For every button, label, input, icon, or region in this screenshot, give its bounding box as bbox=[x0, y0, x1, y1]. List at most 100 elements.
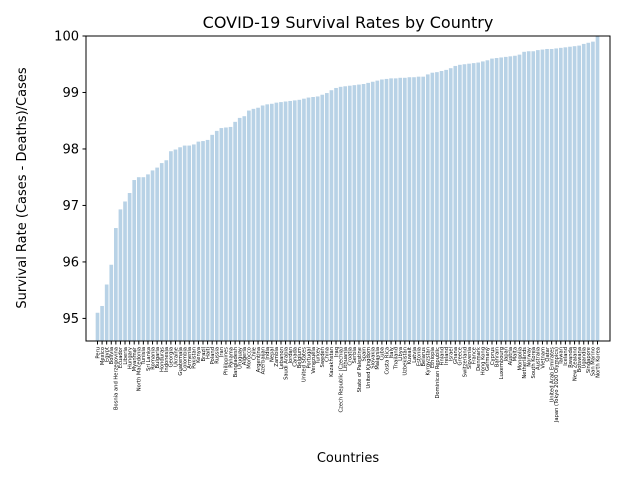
x-tick-label: United Arab Emirates bbox=[549, 347, 555, 403]
x-tick-label: Mongolia bbox=[517, 347, 523, 370]
bar bbox=[398, 77, 403, 342]
x-tick-label: Argentina bbox=[256, 347, 262, 372]
x-tick-label: Hungary bbox=[127, 347, 133, 369]
x-tick-label: Nepal bbox=[270, 347, 276, 362]
bar bbox=[118, 209, 123, 341]
x-tick-label: Ukraine bbox=[173, 347, 179, 367]
bar bbox=[366, 82, 370, 341]
x-tick-label: Estonia bbox=[416, 347, 422, 366]
x-tick-label: Romania bbox=[150, 347, 156, 370]
x-tick-label: Slovenia bbox=[467, 347, 473, 369]
bar bbox=[471, 63, 476, 342]
x-tick-label: Egypt bbox=[104, 347, 110, 362]
bar bbox=[178, 147, 182, 341]
x-tick-label: San Marino bbox=[591, 347, 597, 376]
bar bbox=[283, 101, 288, 342]
bar bbox=[517, 54, 522, 341]
bar bbox=[269, 103, 274, 341]
bar bbox=[343, 86, 348, 342]
x-tick-label: Saudi Arabia bbox=[283, 347, 289, 380]
bar bbox=[334, 87, 338, 342]
x-tick-label: Algeria bbox=[242, 347, 248, 365]
bar bbox=[141, 177, 146, 341]
bar bbox=[210, 134, 215, 341]
x-tick-label: Australia bbox=[536, 347, 542, 370]
bar bbox=[306, 97, 311, 341]
bar bbox=[123, 201, 127, 341]
x-tick-label: Austria bbox=[508, 347, 514, 365]
bar bbox=[237, 117, 242, 342]
bar bbox=[485, 60, 490, 341]
bar bbox=[370, 81, 375, 341]
y-tick-label: 100 bbox=[54, 30, 79, 45]
bar bbox=[508, 56, 513, 341]
x-tick-label: Luxembourg bbox=[499, 347, 505, 379]
x-tick-label: Dominican Republic bbox=[435, 347, 441, 399]
bar bbox=[325, 93, 329, 341]
bar bbox=[169, 151, 173, 341]
bar bbox=[568, 46, 572, 341]
x-tick-label: Malaysia bbox=[375, 347, 381, 370]
bar bbox=[522, 51, 526, 342]
x-tick-label: Germany bbox=[485, 347, 491, 371]
plot-frame bbox=[85, 35, 611, 342]
bar bbox=[329, 90, 334, 341]
bar bbox=[159, 163, 164, 341]
x-tick-label: Libya bbox=[398, 347, 404, 361]
bar bbox=[412, 77, 416, 341]
bar bbox=[357, 84, 361, 341]
bar bbox=[338, 86, 343, 341]
x-tick-label: Armenia bbox=[187, 347, 193, 369]
x-tick-label: Singapore bbox=[586, 347, 592, 373]
x-tick-label: Colombia bbox=[182, 347, 188, 371]
bar bbox=[494, 58, 499, 341]
bar bbox=[201, 141, 205, 341]
x-tick-label: Venezuela bbox=[311, 347, 317, 374]
x-tick-label: Azerbaijan bbox=[260, 347, 266, 374]
bar bbox=[242, 116, 247, 341]
x-tick-label: Bangladesh bbox=[233, 347, 239, 377]
bar bbox=[187, 145, 192, 341]
bar bbox=[425, 74, 430, 341]
bar bbox=[540, 49, 545, 342]
bar bbox=[393, 78, 398, 342]
y-tick-label: 98 bbox=[62, 142, 79, 157]
x-tick-label: Mexico bbox=[100, 347, 106, 365]
x-tick-label: Ugandia bbox=[582, 347, 588, 368]
bar bbox=[595, 36, 600, 341]
x-tick-label: Turkey bbox=[315, 347, 321, 365]
bar bbox=[288, 100, 292, 341]
bar bbox=[150, 170, 155, 341]
bar bbox=[256, 107, 260, 341]
x-tick-label: Taiwan bbox=[559, 347, 565, 366]
bar bbox=[219, 128, 224, 341]
x-tick-label: Serbia bbox=[352, 347, 358, 364]
bar bbox=[265, 104, 270, 341]
bar bbox=[114, 228, 118, 341]
x-tick-label: Spain bbox=[361, 347, 367, 362]
x-tick-label: Peru bbox=[95, 347, 101, 359]
bar bbox=[347, 85, 352, 341]
bar bbox=[476, 62, 481, 342]
bar bbox=[384, 78, 389, 342]
bar bbox=[586, 42, 591, 341]
x-tick-label: Cuba bbox=[380, 347, 386, 360]
x-tick-label: Panama bbox=[228, 347, 234, 368]
bar bbox=[228, 126, 233, 341]
bar bbox=[380, 79, 384, 342]
x-tick-label: New Zealand bbox=[572, 347, 578, 381]
x-tick-label: Vietnam bbox=[540, 347, 546, 369]
bar bbox=[361, 84, 366, 341]
x-tick-label: Iraq bbox=[334, 347, 340, 357]
bar bbox=[104, 284, 109, 341]
bar bbox=[462, 64, 467, 342]
x-tick-label: Iceland bbox=[563, 347, 569, 366]
y-axis: 95 96 97 98 99 100 bbox=[54, 30, 86, 327]
bar bbox=[572, 46, 577, 342]
x-tick-label: Uruguay bbox=[238, 347, 244, 369]
bar bbox=[558, 47, 563, 342]
x-tick-label: Kenya bbox=[196, 347, 202, 363]
x-tick-label: India bbox=[265, 347, 271, 360]
bar bbox=[389, 78, 393, 342]
x-tick-label: Czech Republic (Czechia) bbox=[338, 347, 344, 413]
